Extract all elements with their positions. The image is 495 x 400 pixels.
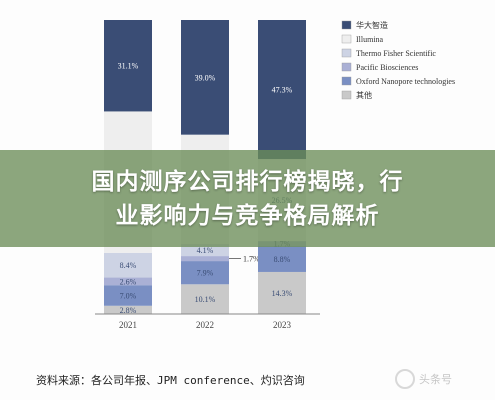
x-axis-ticks: 2021 2022 2023: [119, 320, 292, 330]
data-label: 2.6%: [120, 277, 137, 286]
banner-title-line-2: 业影响力与竞争格局解析: [115, 202, 380, 229]
data-label: 10.1%: [195, 295, 216, 304]
bar-segment: [181, 244, 229, 257]
legend-swatch: [341, 76, 352, 86]
legend-swatch: [341, 62, 352, 72]
legend-label: 其他: [356, 90, 372, 100]
bar-segment: [258, 271, 306, 314]
bar-segment: [104, 305, 152, 314]
banner-title-line-1: 国内测序公司排行榜揭晓，行: [91, 168, 404, 195]
data-label: 2.8%: [120, 306, 137, 315]
data-label: 39.0%: [195, 73, 216, 82]
watermark-logo-icon: [395, 369, 415, 389]
callout-label: 1.7%: [243, 255, 260, 264]
bar-segment: [104, 277, 152, 286]
legend-label: 华大智造: [356, 20, 388, 30]
data-label: 31.1%: [118, 62, 139, 71]
bar-segment: [104, 252, 152, 278]
x-tick-label: 2021: [119, 320, 137, 330]
bar-segment: [258, 246, 306, 272]
legend-label: Illumina: [356, 35, 384, 44]
legend-label: Oxford Nanopore technologies: [356, 77, 455, 86]
title-banner: 国内测序公司排行榜揭晓，行 业影响力与竞争格局解析: [0, 150, 495, 247]
legend-swatch: [341, 48, 352, 58]
x-tick-label: 2022: [196, 320, 214, 330]
data-label: 7.9%: [197, 269, 214, 278]
bar-segment: [104, 20, 152, 112]
watermark: 头条号: [395, 366, 487, 392]
legend-label: Thermo Fisher Scientific: [356, 49, 436, 58]
data-label: 47.3%: [272, 86, 293, 95]
x-tick-label: 2023: [273, 320, 292, 330]
data-label: 7.0%: [120, 291, 137, 300]
data-label: 14.3%: [272, 289, 293, 298]
bar-segment: [258, 20, 306, 160]
bar-segment: [181, 261, 229, 285]
legend-swatch: [341, 34, 352, 44]
data-label: 8.8%: [274, 255, 291, 264]
bar-segment: [104, 285, 152, 306]
legend-swatch: [341, 90, 352, 100]
data-label: 4.1%: [197, 246, 214, 255]
bar-segment: [181, 256, 229, 262]
bar-segment: [181, 20, 229, 135]
data-label: 8.4%: [120, 261, 137, 270]
legend-label: Pacific Biosciences: [356, 63, 418, 72]
source-note: 资料来源：各公司年报、JPM conference、灼识咨询: [36, 374, 305, 387]
bar-segment: [181, 284, 229, 314]
legend-swatch: [341, 20, 352, 30]
watermark-text: 头条号: [419, 373, 452, 386]
legend: 华大智造 Illumina Thermo Fisher Scientific Paci…: [341, 20, 455, 100]
